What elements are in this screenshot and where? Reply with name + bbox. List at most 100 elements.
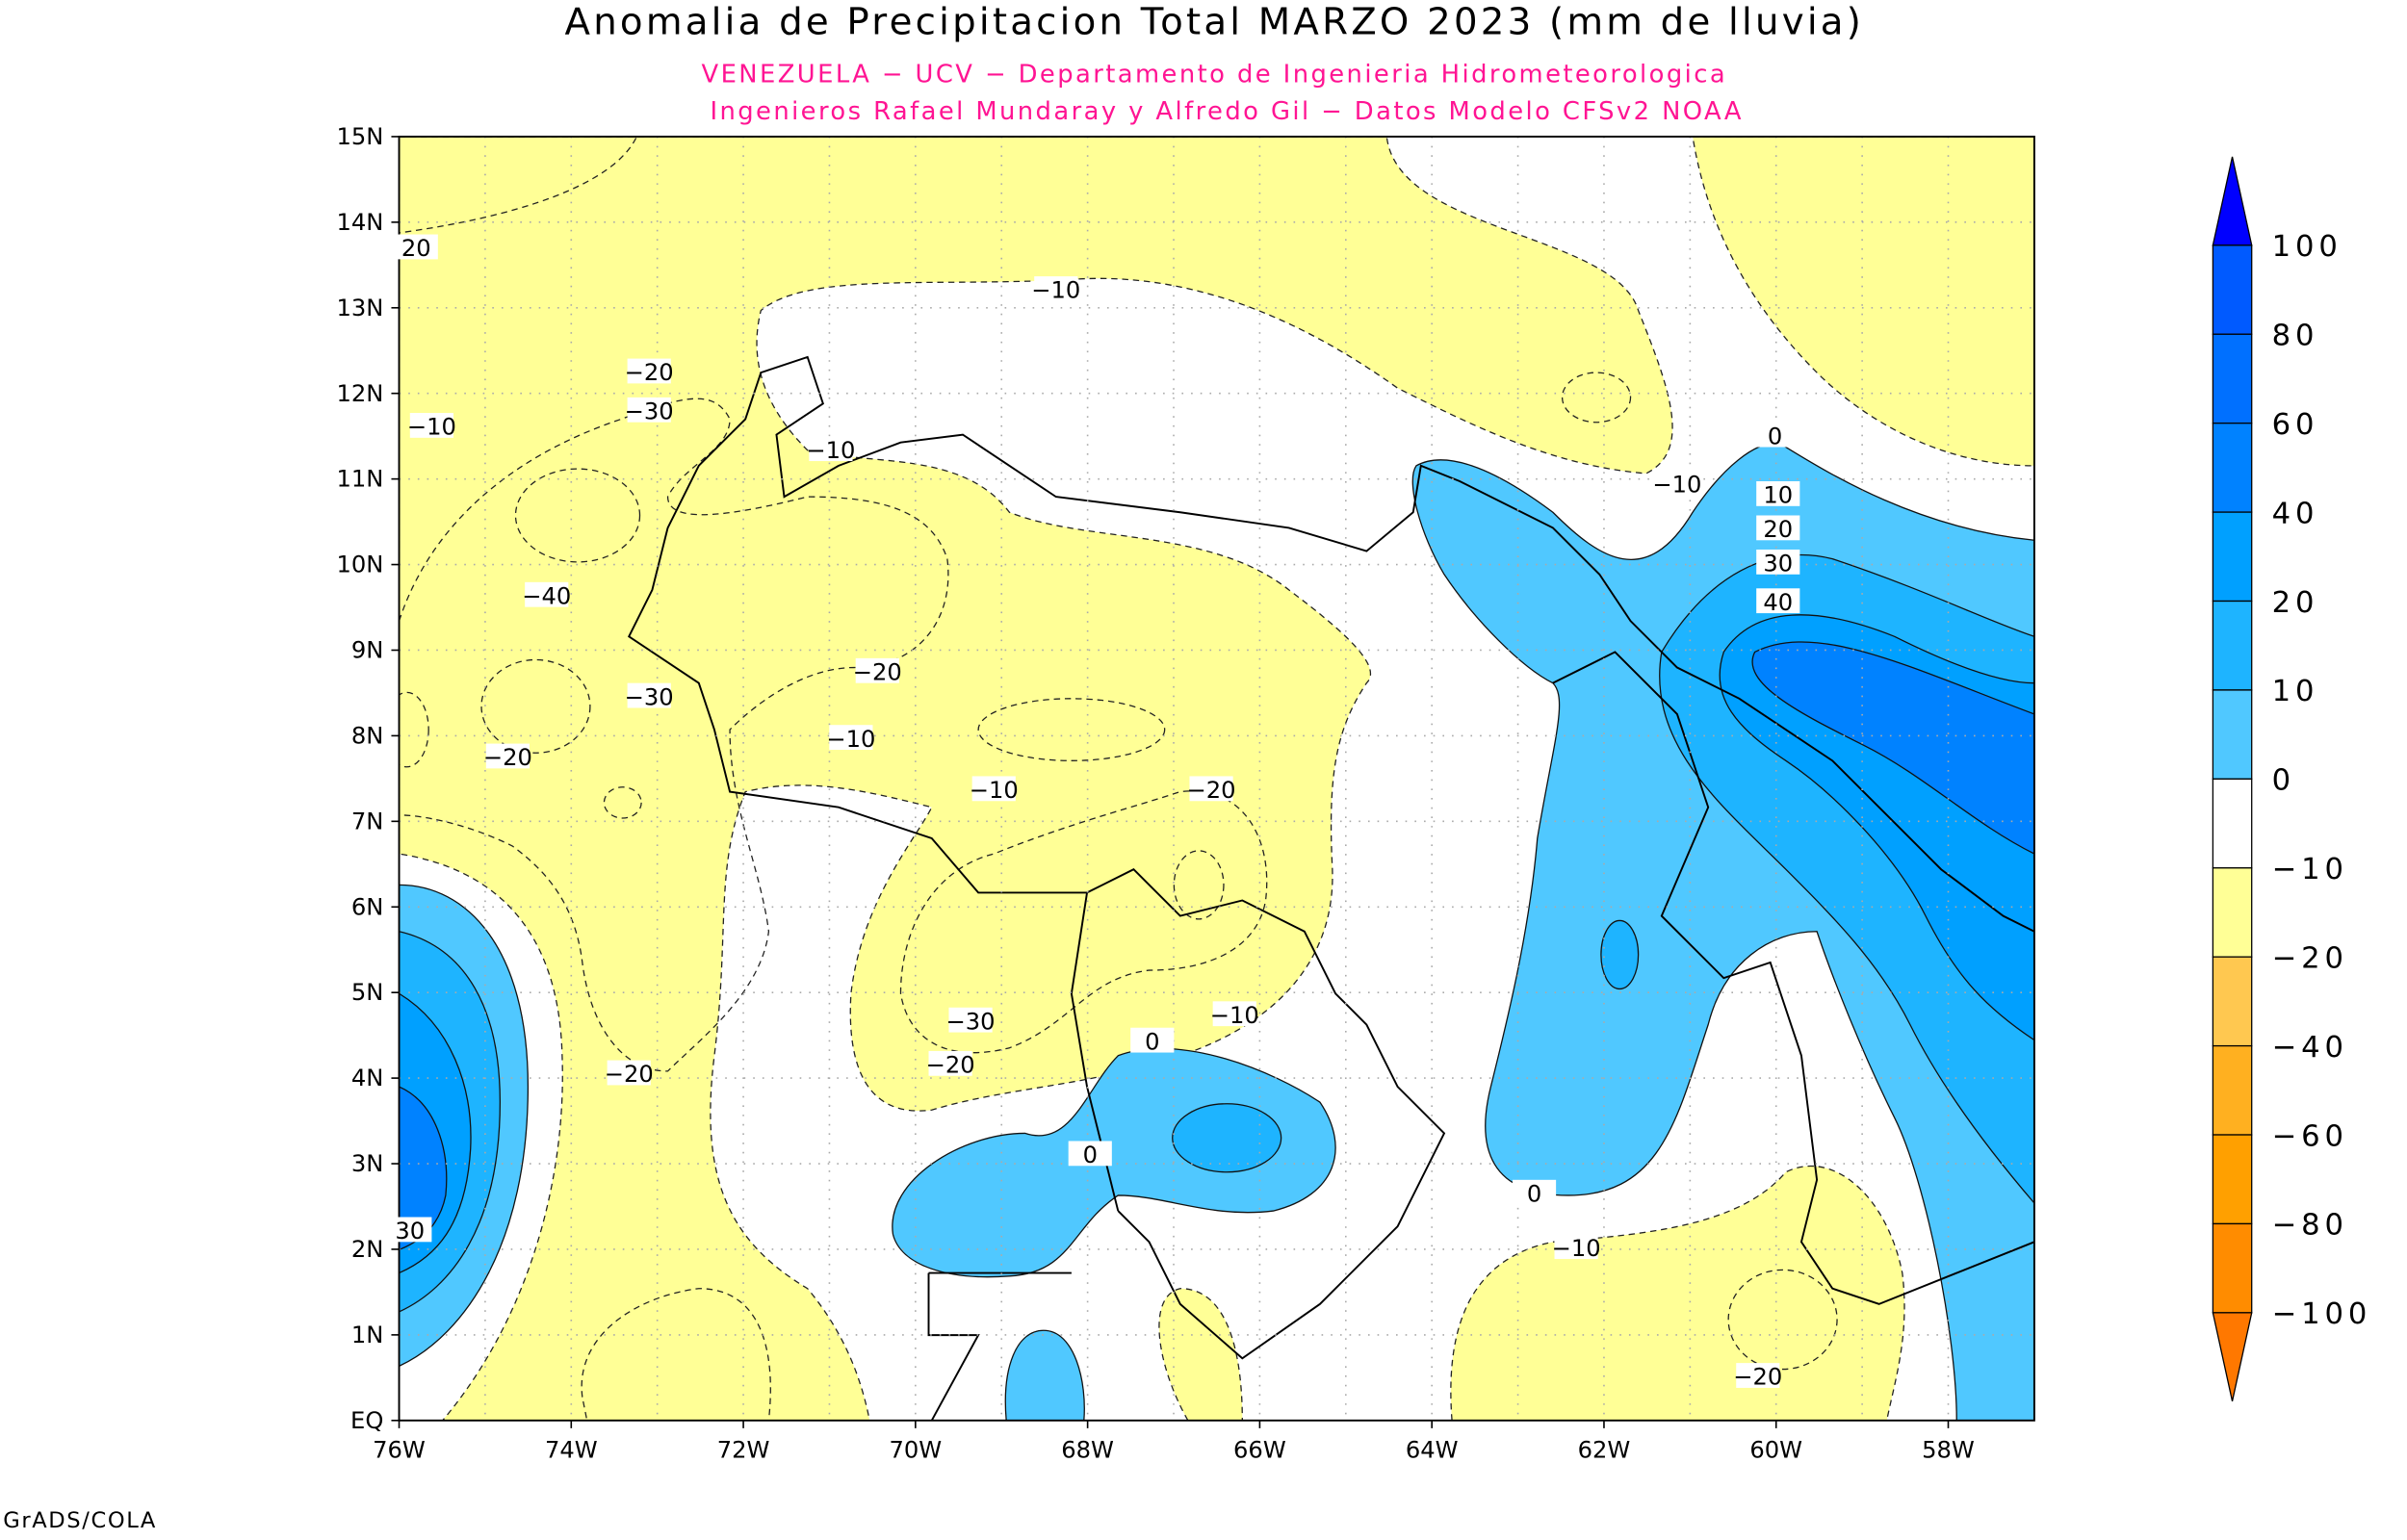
colorbar-label: 40 bbox=[2272, 497, 2319, 530]
subtitle-line-2: Ingenieros Rafael Mundaray y Alfredo Gil… bbox=[710, 97, 1743, 126]
contour-label-bg bbox=[948, 1007, 993, 1033]
x-tick-label: 62W bbox=[1578, 1437, 1631, 1464]
contour-label-bg bbox=[485, 743, 530, 769]
colorbar-label: −60 bbox=[2272, 1119, 2348, 1153]
colorbar-segment bbox=[2212, 600, 2253, 691]
colorbar-segment bbox=[2212, 778, 2253, 869]
contour-label-bg bbox=[607, 1060, 651, 1086]
colorbar-label: 10 bbox=[2272, 675, 2319, 708]
y-tick-label: EQ bbox=[350, 1407, 383, 1434]
x-tick-label: 76W bbox=[373, 1437, 426, 1464]
colorbar-segment bbox=[2212, 689, 2253, 780]
y-tick-label: 15N bbox=[337, 123, 384, 150]
contour-label-bg bbox=[1752, 422, 1798, 448]
anomaly-fill-minus20 bbox=[399, 136, 1838, 1421]
contour-label-bg bbox=[1655, 470, 1699, 496]
colorbar-segment bbox=[2212, 956, 2253, 1047]
contour-label-bg bbox=[1068, 1141, 1112, 1167]
footer-credit: GrADS/COLA bbox=[3, 1508, 157, 1533]
contour-label-bg bbox=[1034, 276, 1078, 301]
contour-label: −20 bbox=[483, 744, 532, 771]
x-tick-label: 70W bbox=[889, 1437, 942, 1464]
contour-label-bg bbox=[1512, 1179, 1557, 1205]
contour-label: 20 bbox=[401, 235, 431, 262]
colorbar-segment bbox=[2212, 333, 2253, 424]
colorbar-segment bbox=[2212, 1134, 2253, 1225]
contour-label-bg bbox=[971, 776, 1016, 802]
map-plot-area bbox=[399, 136, 2034, 1421]
contour-label-bg bbox=[1736, 1363, 1780, 1388]
contour-label: 30 bbox=[1763, 551, 1793, 578]
contour-label: −20 bbox=[1733, 1364, 1782, 1391]
contour-label: −40 bbox=[522, 582, 571, 609]
contour-label: −10 bbox=[970, 777, 1019, 804]
colorbar-label: 80 bbox=[2272, 320, 2319, 353]
contour-labels: 20 −10 −10 −20 −30 −10 −40 −30 −20 −20 −10 −10 −20 −3… bbox=[388, 234, 1800, 1391]
x-tick-label: 64W bbox=[1406, 1437, 1459, 1464]
contour-label-bg bbox=[809, 436, 853, 462]
contour-label: −10 bbox=[1652, 471, 1701, 498]
subtitle-line-1: VENEZUELA − UCV − Departamento de Ingeni… bbox=[702, 60, 1728, 89]
y-tick-label: 12N bbox=[337, 380, 384, 407]
axis-ticks: 76W 74W 72W 70W 68W 66W 64W 62W 60W 58W EQ 1N 2N 3N 4N… bbox=[337, 123, 1975, 1464]
x-tick-label: 68W bbox=[1061, 1437, 1114, 1464]
colorbar-label: −80 bbox=[2272, 1209, 2348, 1243]
contour-label: −10 bbox=[1031, 277, 1080, 304]
contour-label-bg bbox=[1130, 1027, 1175, 1053]
colorbar-label: 60 bbox=[2272, 408, 2319, 442]
colorbar-label: 0 bbox=[2272, 764, 2295, 798]
y-tick-label: 9N bbox=[351, 637, 383, 664]
contour-label: −20 bbox=[926, 1052, 975, 1079]
contour-label: −10 bbox=[826, 726, 875, 753]
colorbar-segment bbox=[2212, 423, 2253, 513]
y-tick-label: 6N bbox=[351, 893, 383, 920]
colorbar-segment bbox=[2212, 1044, 2253, 1136]
y-tick-label: 3N bbox=[351, 1150, 383, 1177]
colorbar-segment bbox=[2212, 867, 2253, 958]
colorbar-label: −20 bbox=[2272, 941, 2348, 975]
contour-label-bg bbox=[409, 413, 453, 438]
y-tick-label: 2N bbox=[351, 1236, 383, 1263]
contour-label: −10 bbox=[1552, 1235, 1601, 1262]
x-tick-label: 72W bbox=[717, 1437, 770, 1464]
y-tick-label: 7N bbox=[351, 808, 383, 834]
x-tick-label: 58W bbox=[1922, 1437, 1975, 1464]
contour-label: 20 bbox=[1763, 516, 1793, 543]
plot-frame bbox=[398, 135, 2035, 1422]
contour-label: −20 bbox=[853, 658, 902, 685]
contour-label-bg bbox=[1756, 549, 1800, 575]
colorbar-label: −10 bbox=[2272, 853, 2348, 886]
contour-label-bg bbox=[1554, 1234, 1598, 1260]
contour-label: 0 bbox=[1145, 1028, 1159, 1055]
contour-label-bg bbox=[627, 682, 671, 708]
y-tick-label: 4N bbox=[351, 1065, 383, 1091]
contour-label: 30 bbox=[395, 1218, 425, 1245]
contour-label-bg bbox=[525, 581, 569, 607]
contour-label: 0 bbox=[1083, 1142, 1098, 1168]
contour-label: 40 bbox=[1763, 589, 1793, 616]
contour-label-bg bbox=[1756, 515, 1800, 541]
contour-label-bg bbox=[388, 1217, 432, 1243]
x-tick-label: 74W bbox=[545, 1437, 598, 1464]
y-tick-label: 13N bbox=[337, 295, 384, 321]
colorbar-label: 20 bbox=[2272, 586, 2319, 620]
contour-label: −10 bbox=[1210, 1002, 1259, 1029]
contour-label-bg bbox=[829, 725, 873, 751]
contour-label-bg bbox=[1189, 776, 1233, 802]
colorbar-label: −100 bbox=[2272, 1297, 2371, 1331]
y-tick-label: 10N bbox=[337, 552, 384, 578]
contour-label: −30 bbox=[625, 683, 674, 710]
contour-label: −30 bbox=[625, 398, 674, 424]
y-tick-label: 5N bbox=[351, 979, 383, 1006]
y-tick-label: 14N bbox=[337, 209, 384, 236]
contour-label-bg bbox=[627, 397, 671, 423]
contour-label: −20 bbox=[605, 1061, 654, 1088]
contour-label-bg bbox=[394, 234, 438, 260]
contour-label: −10 bbox=[407, 414, 456, 441]
y-tick-label: 11N bbox=[337, 466, 384, 493]
y-tick-label: 8N bbox=[351, 722, 383, 749]
contour-label-bg bbox=[855, 657, 899, 683]
contour-label: −20 bbox=[1187, 777, 1236, 804]
